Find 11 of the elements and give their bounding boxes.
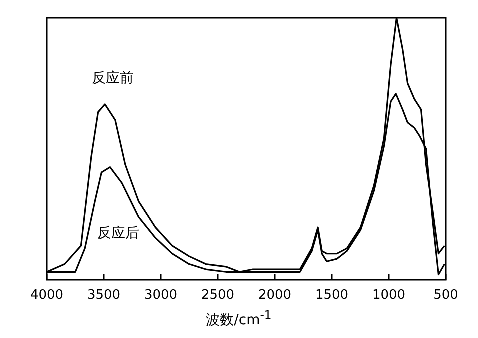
x-tick-label: 500 — [434, 288, 458, 304]
x-tick-label: 3500 — [87, 288, 121, 304]
series-label: 反应后 — [97, 225, 140, 242]
x-tick-label: 2000 — [258, 288, 292, 304]
x-tick-label: 1000 — [372, 288, 406, 304]
series-label: 反应前 — [92, 70, 134, 86]
x-axis-title: 波数/cm$^{-1}$ — [205, 308, 273, 330]
x-tick-label: 2500 — [201, 288, 235, 304]
x-tick-label: 4000 — [30, 288, 64, 304]
x-tick-label: 3000 — [144, 288, 178, 304]
x-tick-label: 1500 — [315, 288, 349, 304]
